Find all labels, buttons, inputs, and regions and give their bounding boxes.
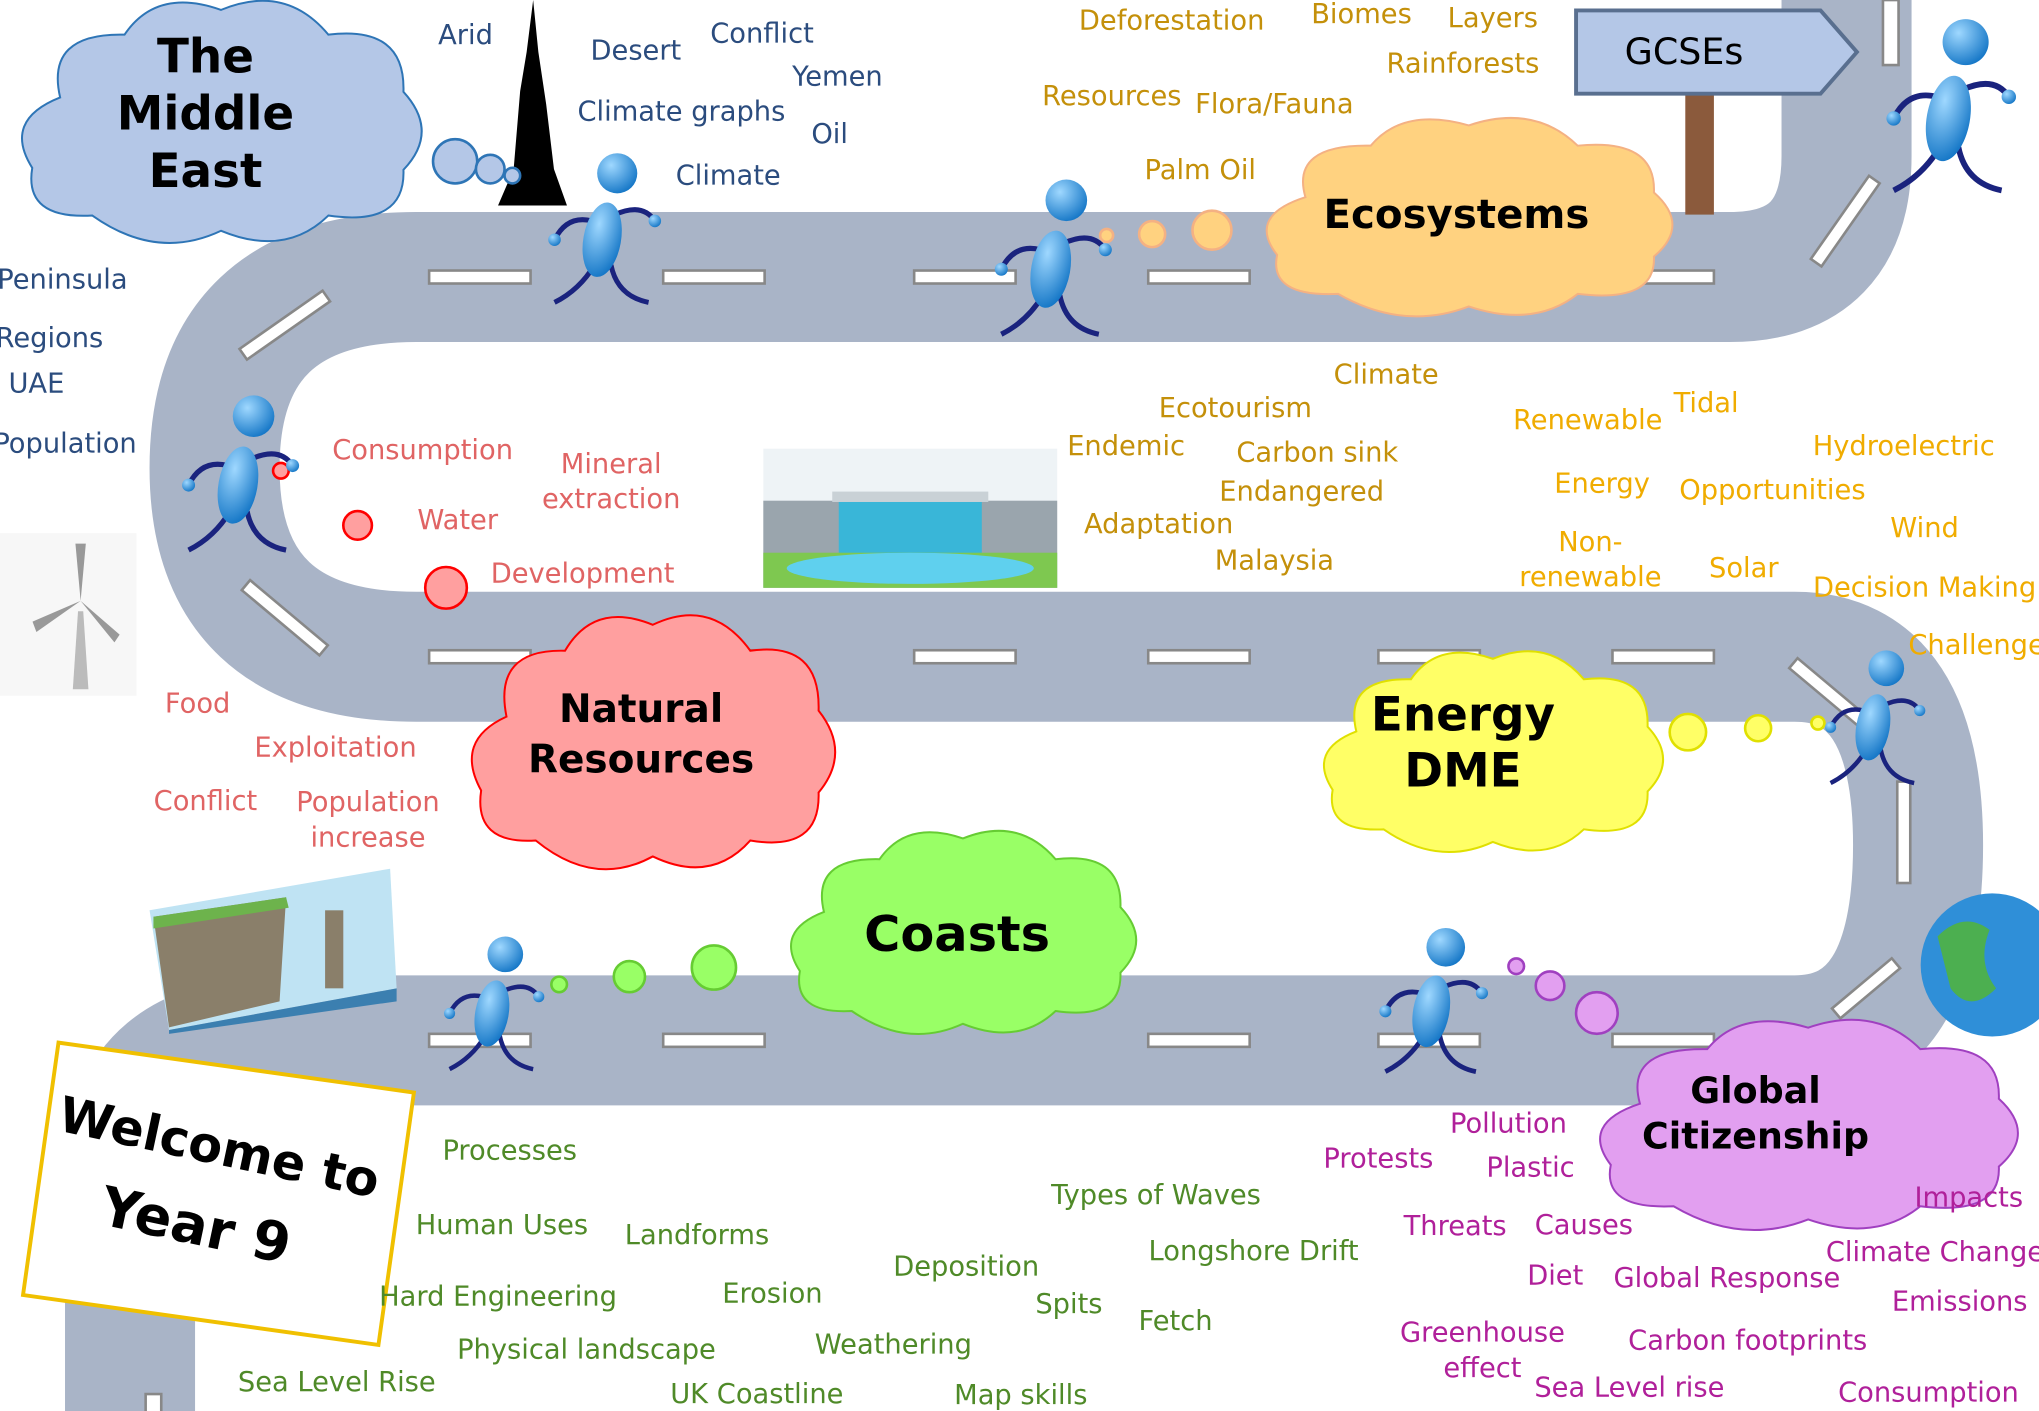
topic-title: DME [1404, 744, 1521, 798]
keyword: Sea Level Rise [238, 1367, 436, 1398]
keyword: Layers [1448, 3, 1538, 34]
keyword: Endangered [1219, 476, 1384, 507]
keyword: Population [0, 428, 137, 459]
keyword: Processes [442, 1136, 577, 1167]
keyword: Sea Level rise [1534, 1372, 1724, 1403]
keyword: extraction [542, 484, 680, 515]
keyword: Development [491, 558, 675, 589]
keyword: Climate graphs [577, 97, 785, 128]
keyword: Energy [1554, 469, 1650, 500]
keyword: Fetch [1139, 1306, 1213, 1337]
keyword: Adaptation [1084, 509, 1233, 540]
keyword: Decision Making [1813, 573, 2036, 604]
keyword: renewable [1519, 562, 1661, 593]
keyword: increase [310, 822, 425, 853]
topic-title: The [157, 30, 254, 84]
keyword: Mineral [561, 449, 662, 480]
keyword: Desert [591, 36, 682, 67]
topic-title: Ecosystems [1323, 191, 1589, 238]
keyword: Exploitation [254, 733, 416, 764]
keyword: Challenge [1908, 630, 2039, 661]
keyword: Deposition [893, 1251, 1039, 1282]
keyword: Deforestation [1079, 6, 1264, 37]
topic-title: East [149, 145, 263, 199]
keyword: Spits [1035, 1289, 1102, 1320]
keyword: Consumption [332, 435, 513, 466]
keyword: Hard Engineering [379, 1281, 617, 1312]
keyword: Pollution [1450, 1108, 1567, 1139]
keyword: Climate [676, 160, 781, 191]
keyword: Population [296, 787, 439, 818]
topic-title: Natural [559, 687, 723, 732]
keyword: Oil [811, 119, 848, 150]
keyword: Climate Change [1826, 1237, 2039, 1268]
keyword: Peninsula [0, 264, 128, 295]
keyword: Non- [1558, 527, 1622, 558]
keyword: Causes [1535, 1210, 1633, 1241]
keyword: Tidal [1673, 388, 1739, 419]
roadmap: GCSEs Welcome toYear 9TheMiddleEastAridD… [0, 0, 2039, 1411]
keyword: Palm Oil [1145, 155, 1256, 186]
keyword: Endemic [1067, 431, 1185, 462]
keyword: Carbon footprints [1628, 1326, 1867, 1357]
topic-title: Resources [528, 738, 754, 783]
keyword: Climate [1334, 359, 1439, 390]
keyword: Rainforests [1387, 49, 1540, 80]
keyword: Flora/Fauna [1195, 89, 1353, 120]
keyword: Carbon sink [1236, 437, 1398, 468]
keyword: Hydroelectric [1813, 431, 1995, 462]
dam-image [763, 449, 1057, 588]
keyword: Renewable [1513, 405, 1662, 436]
keyword: Plastic [1486, 1153, 1574, 1184]
keyword: Weathering [815, 1329, 972, 1360]
topic-title: Citizenship [1642, 1114, 1869, 1157]
keyword: Conflict [154, 786, 258, 817]
topic-title: Middle [117, 88, 294, 142]
sign-text: GCSEs [1625, 30, 1744, 73]
topic-title: Coasts [864, 905, 1050, 963]
keyword: Malaysia [1215, 545, 1334, 576]
keyword: Ecotourism [1159, 393, 1312, 424]
wind-turbine-image [0, 533, 137, 696]
keyword: Impacts [1914, 1182, 2023, 1213]
keyword: UAE [8, 368, 64, 399]
keyword: Diet [1527, 1261, 1583, 1292]
keyword: Resources [1042, 81, 1181, 112]
keyword: Solar [1709, 553, 1779, 584]
keyword: Map skills [954, 1380, 1087, 1411]
keyword: Regions [0, 323, 103, 354]
keyword: Types of Waves [1050, 1180, 1261, 1211]
keyword: Global Response [1613, 1263, 1840, 1294]
keyword: Arid [438, 20, 493, 51]
keyword: Physical landscape [457, 1335, 716, 1366]
keyword: Conflict [710, 19, 814, 50]
keyword: Consumption [1838, 1378, 2019, 1409]
keyword: Food [165, 688, 230, 719]
keyword: Yemen [791, 62, 883, 93]
keyword: Biomes [1311, 0, 1412, 30]
keyword: Erosion [722, 1279, 822, 1310]
keyword: UK Coastline [670, 1379, 843, 1410]
keyword: Threats [1403, 1211, 1507, 1242]
keyword: effect [1443, 1353, 1521, 1384]
keyword: Landforms [625, 1220, 769, 1251]
keyword: Human Uses [416, 1210, 588, 1241]
topic-title: Energy [1371, 688, 1555, 742]
keyword: Greenhouse [1400, 1318, 1565, 1349]
keyword: Water [417, 505, 498, 536]
keyword: Emissions [1892, 1287, 2028, 1318]
keyword: Protests [1323, 1143, 1433, 1174]
keyword: Opportunities [1679, 475, 1865, 506]
topic-title: Global [1690, 1069, 1820, 1112]
keyword: Longshore Drift [1149, 1236, 1359, 1267]
keyword: Wind [1890, 513, 1959, 544]
